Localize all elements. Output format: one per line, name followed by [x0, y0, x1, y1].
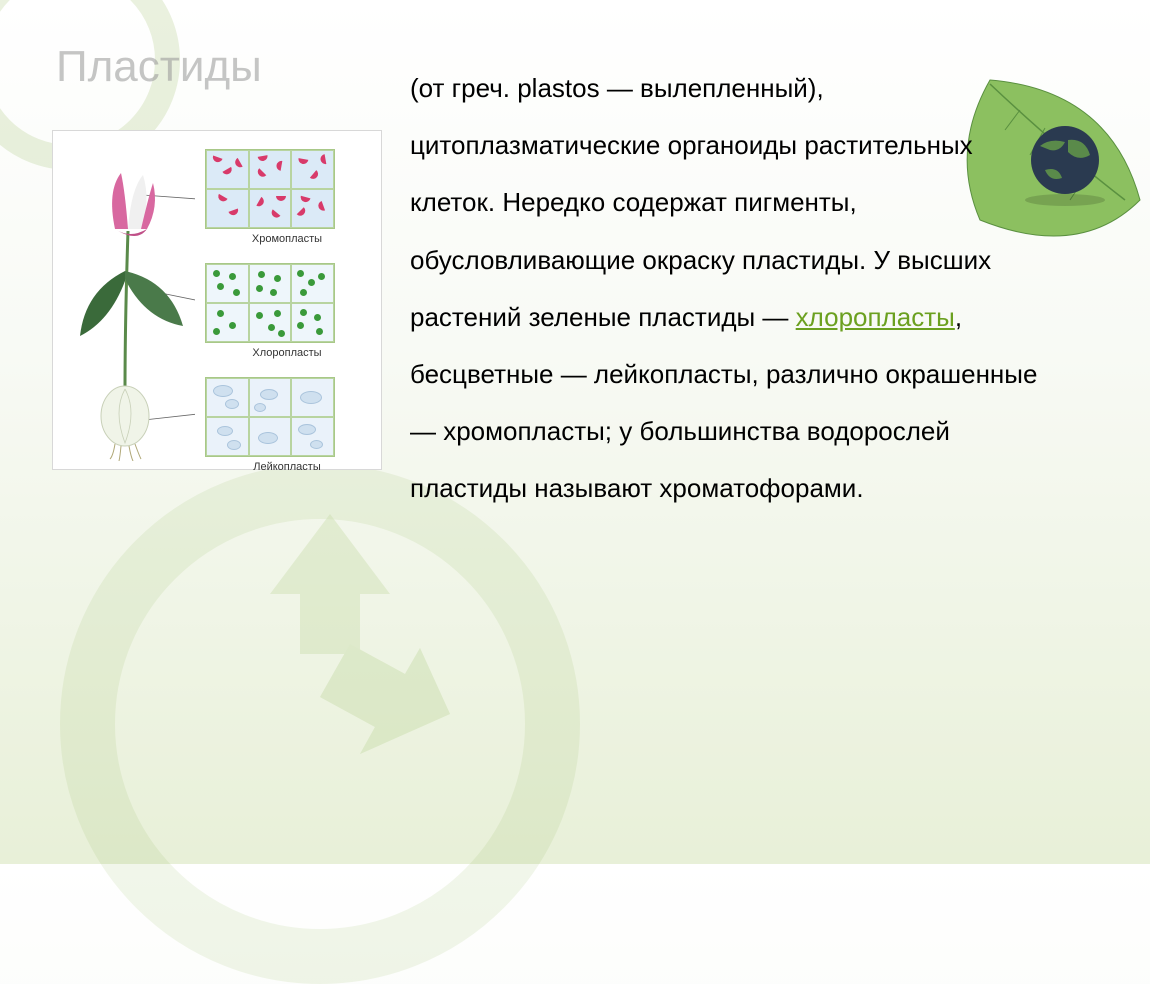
chromoplast-cells	[205, 149, 335, 229]
chloroplast-label: Хлоропласты	[205, 347, 369, 359]
plastid-diagram: Хромопласты	[52, 130, 382, 470]
chromoplast-block: Хромопласты	[205, 149, 369, 245]
chloroplast-block: Хлоропласты	[205, 263, 369, 359]
leucoplast-label: Лейкопласты	[205, 461, 369, 473]
leucoplast-block: Лейкопласты	[205, 377, 369, 473]
page-title: Пластиды	[56, 42, 262, 92]
body-paragraph: (от греч. plastos — вылепленный), цитопл…	[410, 60, 1050, 518]
leucoplast-cells	[205, 377, 335, 457]
chromoplast-label: Хромопласты	[205, 233, 369, 245]
recycle-arrows-bg	[160, 484, 500, 824]
tulip-plant	[65, 161, 195, 461]
chloroplast-cells	[205, 263, 335, 343]
body-part1: (от греч. plastos — вылепленный), цитопл…	[410, 73, 991, 332]
chloroplast-link[interactable]: хлоропласты	[796, 302, 955, 332]
